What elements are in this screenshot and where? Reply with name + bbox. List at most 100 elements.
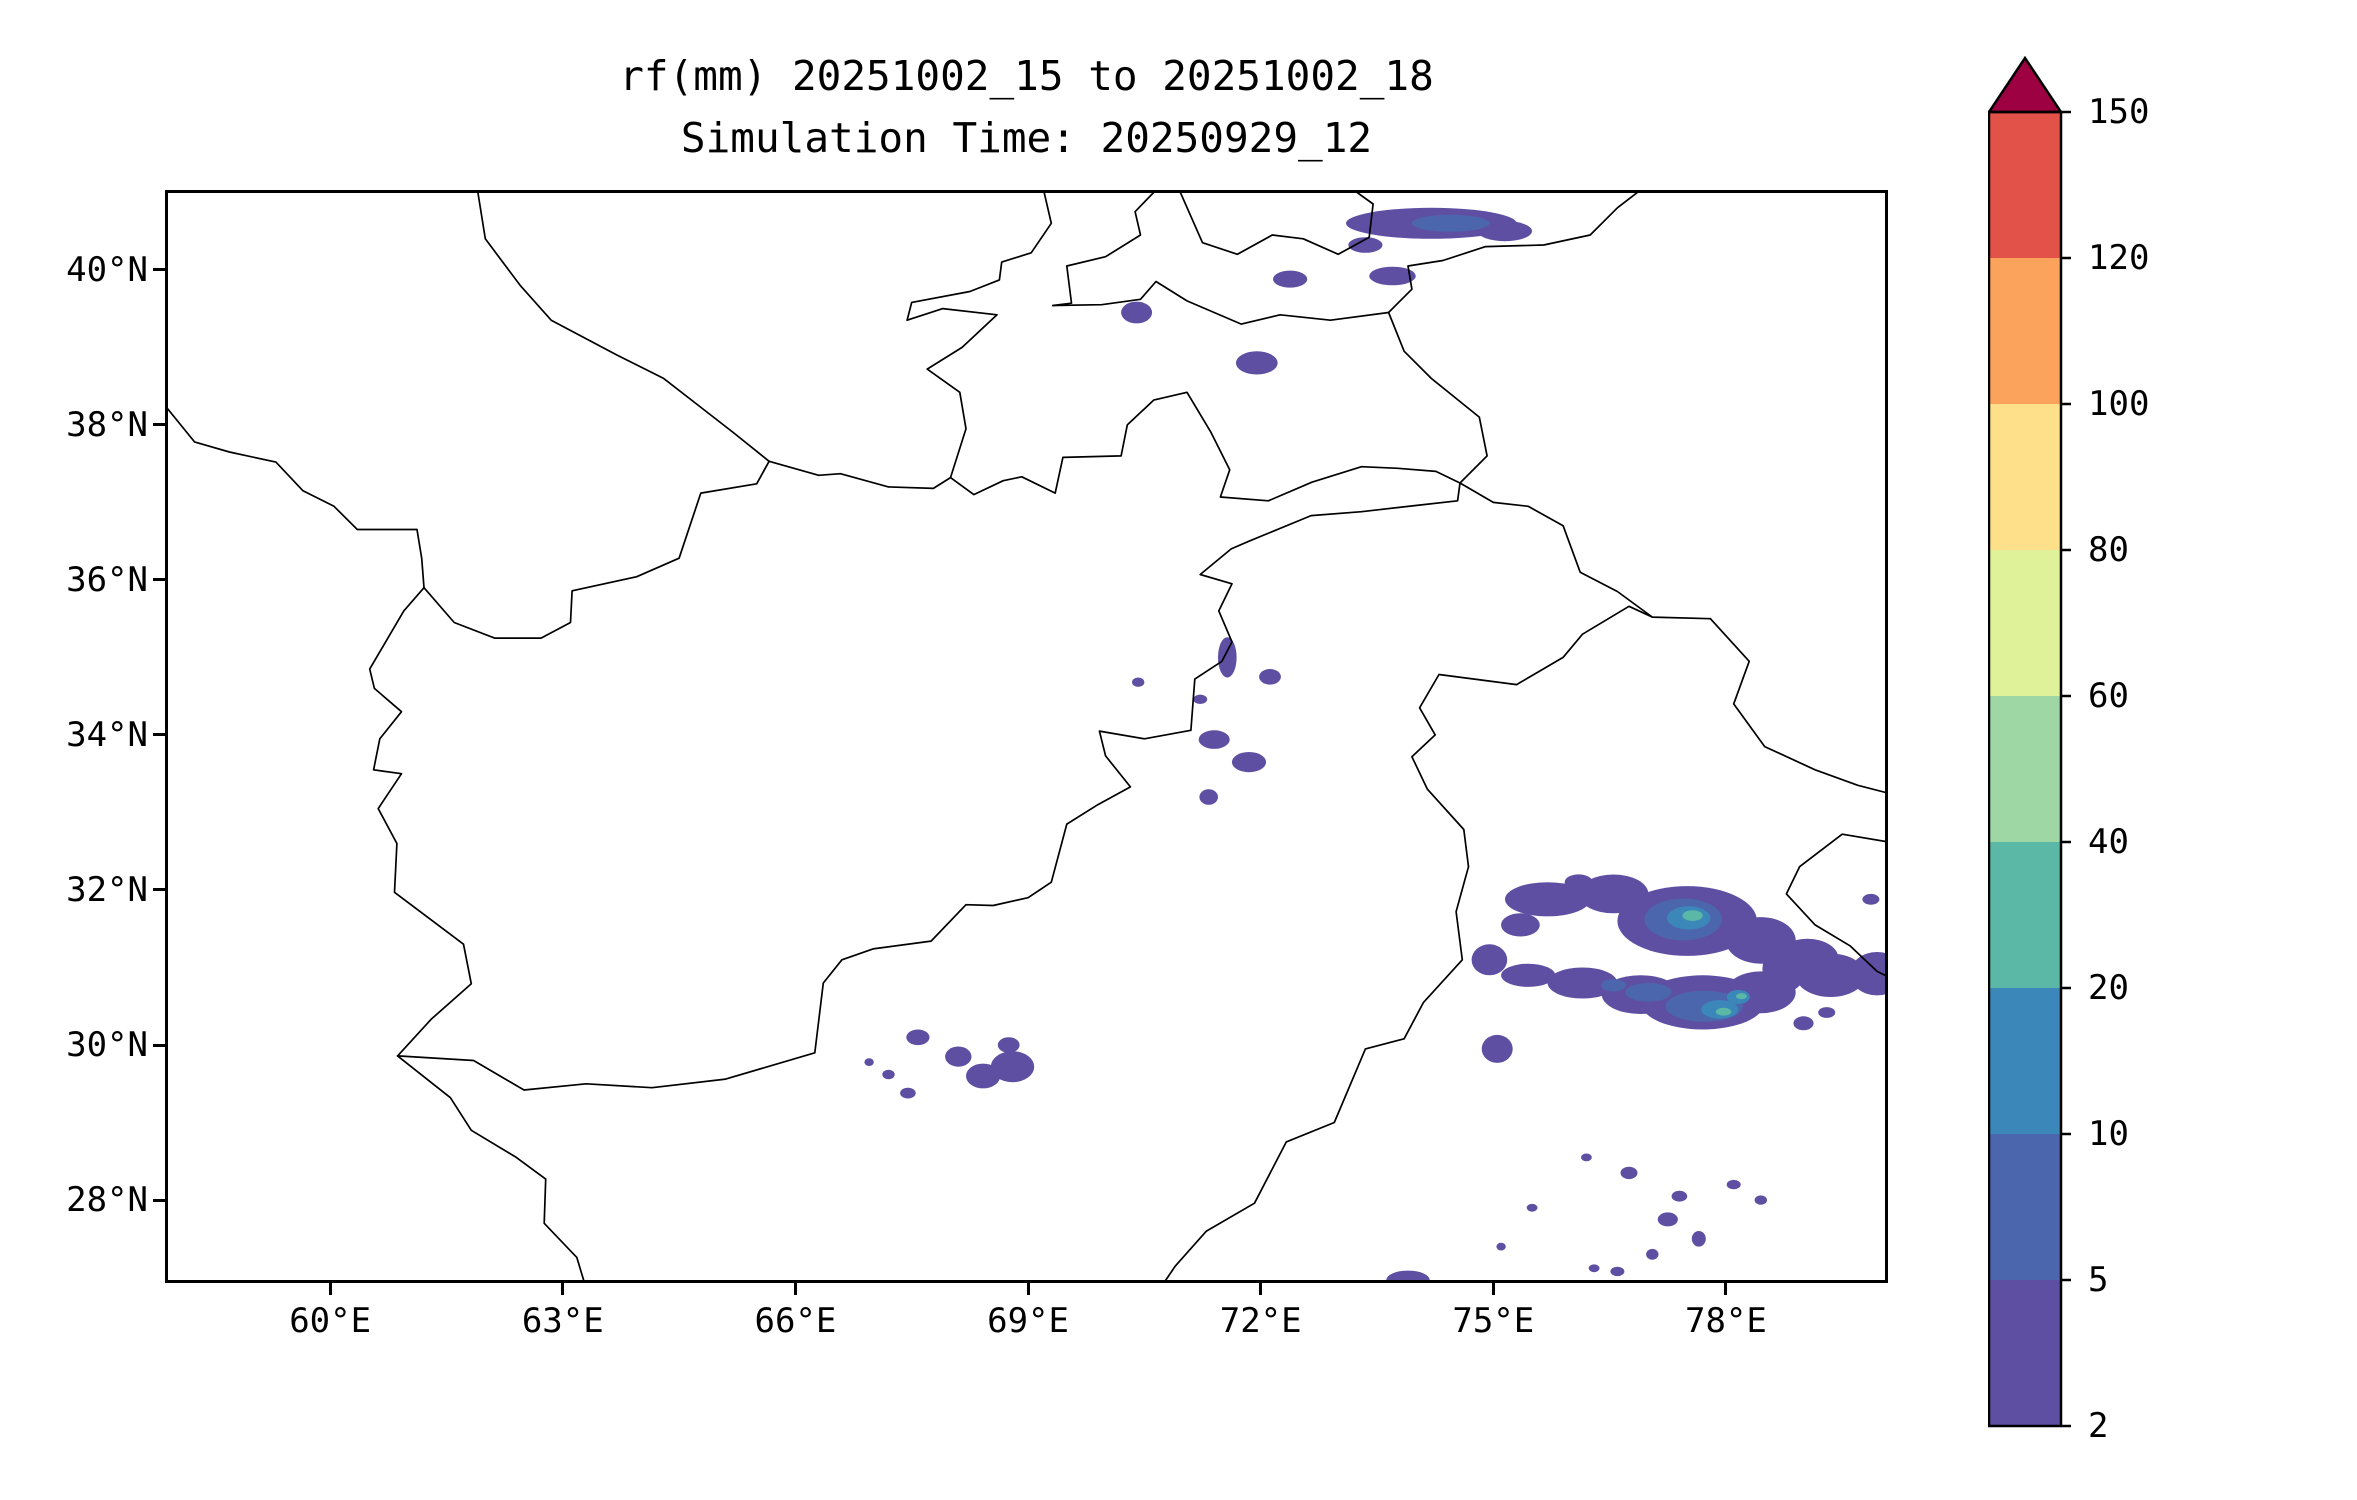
rain-cell — [997, 1037, 1020, 1053]
rain-cell — [1471, 944, 1508, 976]
y-tick-mark — [153, 1198, 165, 1202]
rain-cell — [1369, 266, 1416, 286]
border-india-china-himachal — [1785, 833, 1888, 978]
border-tajikistan-china — [1387, 311, 1488, 484]
y-tick-mark — [153, 888, 165, 892]
border-afghanistan-uzbekistan — [768, 460, 952, 490]
border-afghanistan-tajikistan — [949, 391, 1461, 502]
map-plot-area — [165, 190, 1888, 1283]
border-iran-turkmenistan — [165, 404, 425, 589]
rain-cell — [1715, 1007, 1732, 1016]
x-tick-mark — [793, 1283, 797, 1295]
rain-cell — [1501, 913, 1540, 937]
rain-cell — [1620, 1166, 1638, 1180]
y-tick-label: 34°N — [66, 714, 148, 755]
rain-cell — [1526, 1203, 1538, 1212]
colorbar-segment — [1989, 404, 2061, 550]
rain-cell — [1736, 993, 1747, 1000]
rain-cell — [1588, 1264, 1600, 1273]
rain-cell — [1259, 669, 1281, 685]
rain-cell — [900, 1087, 916, 1099]
plot-title-line2: Simulation Time: 20250929_12 — [680, 114, 1373, 162]
border-afghanistan-turkmenistan — [423, 460, 770, 639]
rain-cell — [1793, 1016, 1814, 1031]
colorbar-tick-label: 60 — [2088, 676, 2129, 716]
border-india-china-ladakh — [1709, 617, 1888, 794]
border-turkmenistan-uzbekistan — [476, 190, 770, 463]
country-borders — [165, 190, 1888, 1283]
x-tick-label: 75°E — [1452, 1301, 1535, 1341]
rain-cell — [906, 1029, 930, 1046]
rain-cell — [1564, 874, 1593, 890]
rain-cell — [1348, 237, 1383, 253]
colorbar-tick-label: 20 — [2088, 968, 2129, 1008]
colorbar-tick-label: 150 — [2088, 92, 2150, 132]
border-afghanistan-pakistan — [396, 482, 1461, 1091]
colorbar-tick-label: 80 — [2088, 530, 2129, 570]
colorbar-over-arrow — [1988, 55, 2064, 114]
y-tick-mark — [153, 578, 165, 582]
x-tick-mark — [561, 1283, 565, 1295]
rain-cell — [1657, 1212, 1678, 1227]
rain-cell — [1505, 882, 1591, 917]
colorbar-outline — [1988, 110, 2063, 1428]
colorbar-tick-label: 120 — [2088, 238, 2150, 278]
rain-cell — [1762, 945, 1806, 993]
border-india-pakistan-loc — [1411, 605, 1654, 868]
border-kyrgyzstan-china — [1387, 190, 1642, 314]
border-pakistan-china — [1459, 482, 1712, 620]
border-kyrgyzstan-tajikistan — [1052, 280, 1390, 325]
colorbar-segment — [1989, 112, 2061, 258]
x-tick-mark — [1259, 1283, 1263, 1295]
rain-cell — [1547, 967, 1618, 999]
x-tick-label: 69°E — [987, 1301, 1069, 1341]
border-iran-afghanistan — [368, 586, 473, 1057]
y-tick-label: 32°N — [66, 869, 148, 910]
y-tick-label: 30°N — [66, 1025, 148, 1066]
rain-cell — [1198, 730, 1230, 749]
x-tick-label: 66°E — [754, 1301, 837, 1341]
y-tick-label: 38°N — [66, 404, 148, 445]
rain-cell — [1121, 301, 1153, 324]
rain-cell — [1754, 1195, 1768, 1205]
rain-cell — [1199, 789, 1218, 805]
rain-cell — [1477, 221, 1532, 242]
rain-cell — [945, 1046, 972, 1067]
rain-cell — [1818, 1007, 1836, 1018]
colorbar-segment — [1989, 696, 2061, 842]
rain-cell — [1581, 1153, 1592, 1162]
y-tick-label: 36°N — [66, 559, 148, 600]
border-india-pakistan — [1162, 865, 1470, 1283]
rain-contours — [864, 207, 1888, 1283]
border-uzbekistan-kyrgyzstan-west — [1052, 190, 1157, 307]
rain-cell — [1682, 910, 1703, 921]
y-tick-mark — [153, 268, 165, 272]
rain-cell — [882, 1069, 895, 1080]
colorbar — [1988, 55, 2071, 1428]
rain-cell — [990, 1051, 1035, 1083]
colorbar-tick-label: 5 — [2088, 1260, 2109, 1300]
rain-cell — [1386, 1270, 1430, 1283]
rain-cell — [1132, 677, 1145, 687]
rain-cell — [1481, 1034, 1513, 1063]
colorbar-segment — [1989, 1280, 2061, 1426]
rain-cell — [1850, 952, 1888, 996]
x-tick-label: 72°E — [1219, 1301, 1302, 1341]
y-tick-label: 40°N — [66, 249, 148, 290]
colorbar-tick-label: 10 — [2088, 1114, 2129, 1154]
colorbar-tick-label: 2 — [2088, 1406, 2109, 1446]
border-iran-pakistan — [396, 1055, 586, 1283]
y-tick-mark — [153, 423, 165, 427]
x-tick-label: 63°E — [521, 1301, 604, 1341]
rain-cell — [1625, 983, 1672, 1002]
colorbar-segment — [1989, 1134, 2061, 1280]
rain-cell — [1795, 953, 1866, 997]
x-tick-mark — [328, 1283, 332, 1295]
rain-cell — [1411, 214, 1490, 232]
colorbar-segment — [1989, 550, 2061, 696]
rain-cell — [1601, 979, 1626, 992]
x-tick-mark — [1491, 1283, 1495, 1295]
map-frame-border — [165, 190, 1888, 1283]
x-tick-label: 78°E — [1684, 1301, 1767, 1341]
